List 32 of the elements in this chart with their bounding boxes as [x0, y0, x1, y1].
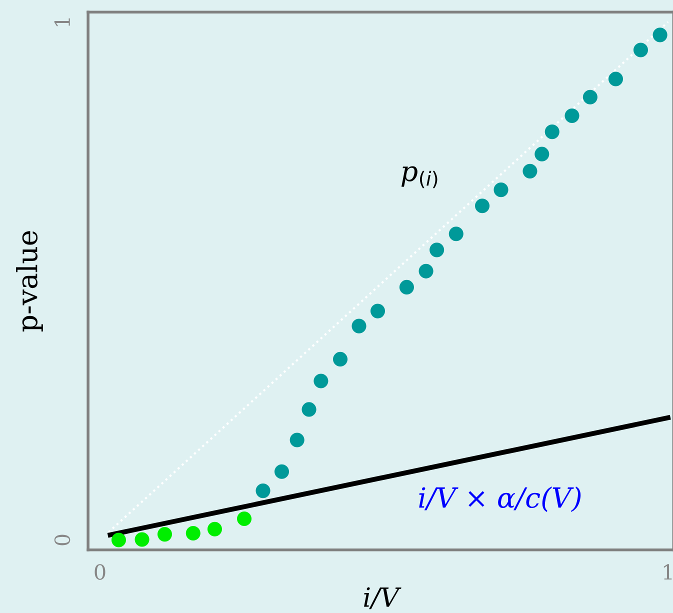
- point: [633, 42, 648, 58]
- point: [652, 28, 668, 42]
- point: [370, 304, 386, 318]
- point: [494, 182, 508, 198]
- point: [544, 124, 560, 140]
- point: [186, 526, 200, 541]
- point: [256, 484, 270, 498]
- point: [534, 146, 550, 162]
- point: [522, 164, 538, 178]
- y-axis-title: p-value: [16, 231, 43, 332]
- point: [274, 464, 290, 479]
- point: [418, 264, 434, 278]
- point: [302, 402, 316, 417]
- point: [157, 527, 172, 542]
- point: [564, 108, 580, 124]
- point: [399, 280, 414, 294]
- point: [474, 198, 490, 214]
- x-axis-title: i/V: [364, 587, 402, 610]
- point: [430, 242, 444, 258]
- point: [608, 72, 624, 86]
- point: [236, 511, 252, 526]
- point: [582, 90, 598, 104]
- point: [207, 522, 222, 536]
- annotation: i/V × α/c(V): [419, 486, 581, 512]
- point: [448, 226, 464, 242]
- annotation: p$_{(i)}$: [401, 166, 438, 188]
- point: [290, 432, 304, 448]
- point: [332, 352, 348, 366]
- point: [111, 532, 126, 548]
- point: [314, 374, 328, 388]
- point: [352, 318, 366, 334]
- point: [134, 532, 150, 547]
